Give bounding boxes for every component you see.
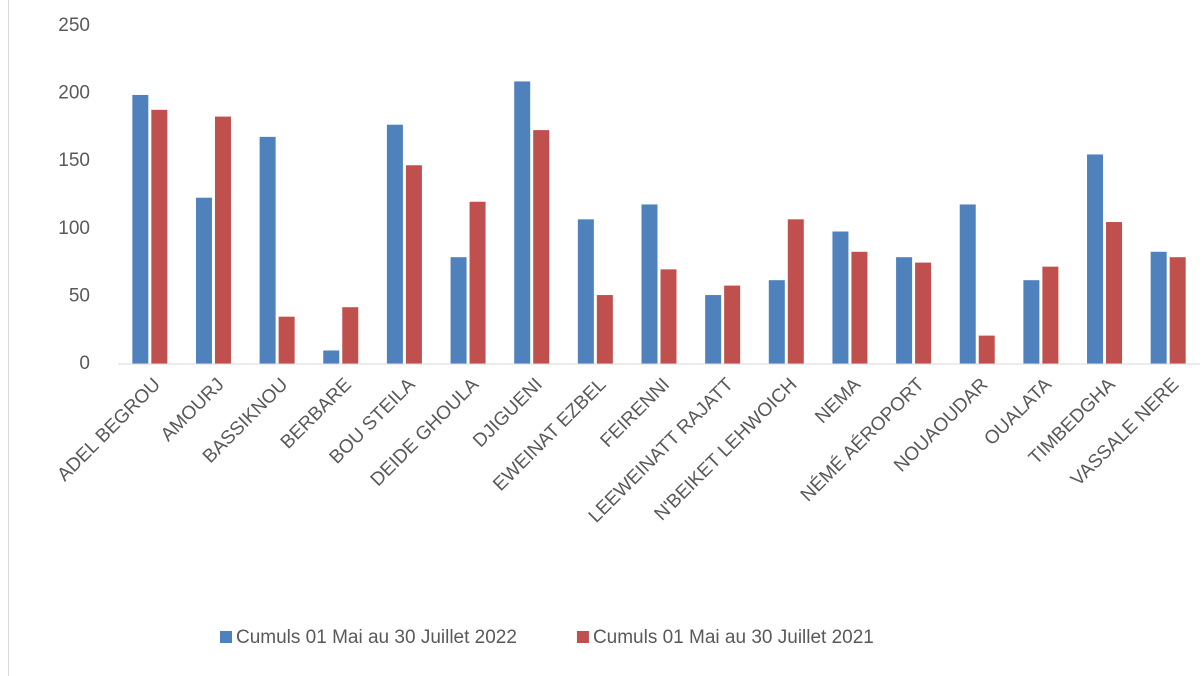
bar xyxy=(195,197,212,364)
bar xyxy=(405,165,422,364)
bar xyxy=(1042,266,1059,364)
x-tick-label: VASSALE NERE xyxy=(1067,374,1183,490)
bar xyxy=(705,295,722,364)
bar xyxy=(278,316,295,364)
bar xyxy=(959,204,976,364)
bar xyxy=(514,81,531,364)
bar xyxy=(1169,257,1186,364)
bar xyxy=(469,201,486,364)
bar xyxy=(660,269,677,364)
x-tick-label: DEIDE GHOULA xyxy=(367,374,484,491)
y-tick-label: 100 xyxy=(58,218,90,239)
bar xyxy=(787,219,804,364)
x-tick-label: NEMA xyxy=(811,374,865,428)
y-tick-label: 150 xyxy=(58,150,90,171)
bar xyxy=(832,231,849,364)
bar xyxy=(386,124,403,364)
bar xyxy=(1106,222,1123,364)
bar xyxy=(151,109,168,364)
bar xyxy=(596,295,613,364)
legend-label: Cumuls 01 Mai au 30 Juillet 2021 xyxy=(593,627,874,648)
y-tick-label: 200 xyxy=(58,83,90,104)
bar xyxy=(533,130,550,364)
bar xyxy=(768,280,785,364)
bar xyxy=(214,116,231,364)
bar xyxy=(724,285,741,364)
legend-swatch xyxy=(220,631,232,643)
bar xyxy=(323,350,340,364)
x-tick-label: EWEINAT EZBEL xyxy=(489,374,610,495)
bar xyxy=(1087,154,1104,364)
bar xyxy=(1023,280,1040,364)
bar xyxy=(641,204,658,364)
y-tick-label: 250 xyxy=(58,15,90,36)
bar xyxy=(915,262,932,364)
legend-swatch xyxy=(576,631,589,643)
bar xyxy=(978,335,995,364)
bar xyxy=(450,257,467,364)
bar xyxy=(851,251,868,364)
bar xyxy=(259,136,276,364)
bar xyxy=(342,307,359,364)
bar xyxy=(577,219,594,364)
y-tick-label: 50 xyxy=(69,285,90,306)
bar xyxy=(132,94,149,365)
x-tick-label: NÉMÉ AÉROPORT xyxy=(797,374,929,506)
bar xyxy=(1150,251,1167,364)
y-tick-label: 0 xyxy=(79,353,90,374)
legend-label: Cumuls 01 Mai au 30 Juillet 2022 xyxy=(236,627,517,648)
x-tick-label: ADEL BEGROU xyxy=(53,374,164,485)
bar xyxy=(896,257,913,364)
